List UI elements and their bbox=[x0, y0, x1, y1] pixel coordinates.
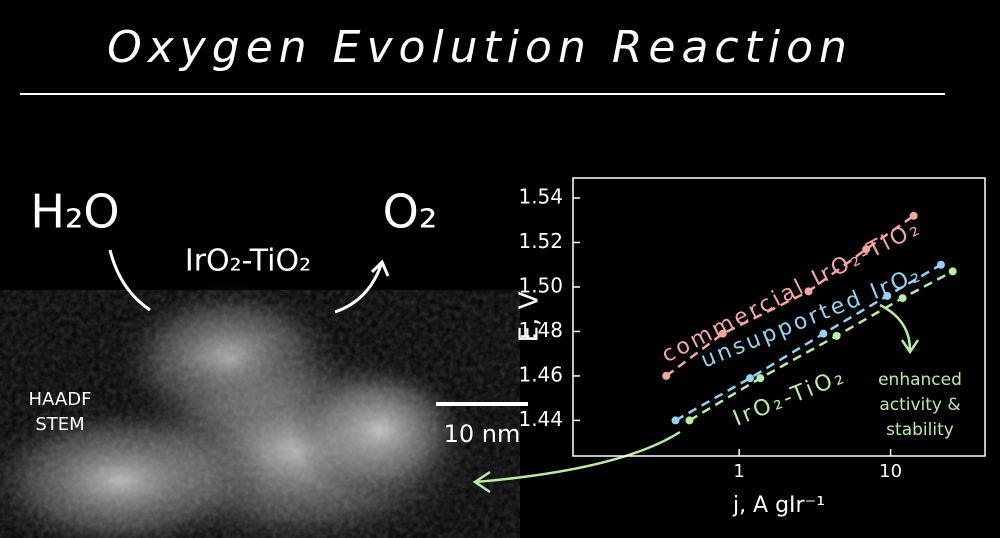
stem-image bbox=[0, 280, 520, 538]
title: Oxygen Evolution Reaction bbox=[107, 22, 853, 73]
image-label: HAADF bbox=[29, 389, 92, 410]
data-point bbox=[756, 374, 765, 383]
data-point bbox=[685, 416, 694, 425]
x-axis-label: j, A gIr⁻¹ bbox=[732, 493, 825, 518]
product: O₂ bbox=[383, 185, 438, 239]
catalyst: IrO₂-TiO₂ bbox=[185, 244, 311, 279]
callout-arrow bbox=[472, 430, 681, 494]
data-point bbox=[746, 374, 755, 383]
y-tick-label: 1.54 bbox=[518, 185, 563, 209]
x-tick-label: 1 bbox=[733, 461, 744, 482]
data-point bbox=[662, 371, 671, 380]
data-point bbox=[898, 294, 907, 303]
y-tick-label: 1.44 bbox=[518, 407, 563, 431]
data-point bbox=[936, 260, 945, 269]
data-point bbox=[671, 416, 680, 425]
y-tick-label: 1.48 bbox=[518, 318, 563, 342]
y-tick-label: 1.46 bbox=[518, 362, 563, 386]
data-point bbox=[832, 331, 841, 340]
y-axis-label: E, V bbox=[515, 291, 545, 342]
reactant: H₂O bbox=[30, 185, 119, 239]
arrow-in bbox=[108, 249, 151, 312]
data-point bbox=[718, 329, 727, 338]
data-point bbox=[819, 329, 828, 338]
scale-bar-label: 10 nm bbox=[444, 420, 521, 448]
annotation: stability bbox=[886, 420, 954, 440]
data-point bbox=[804, 287, 813, 296]
y-tick-label: 1.52 bbox=[518, 229, 563, 253]
data-point bbox=[883, 291, 892, 300]
annotation: enhanced bbox=[878, 370, 962, 390]
y-tick-label: 1.50 bbox=[518, 273, 563, 297]
x-tick-label: 10 bbox=[879, 461, 902, 482]
data-point bbox=[948, 267, 957, 276]
data-point bbox=[862, 245, 871, 254]
arrow-out bbox=[334, 259, 390, 314]
data-point bbox=[909, 211, 918, 220]
plot-frame bbox=[572, 177, 986, 457]
image-label: STEM bbox=[35, 414, 84, 435]
annotation: activity & bbox=[879, 395, 960, 415]
